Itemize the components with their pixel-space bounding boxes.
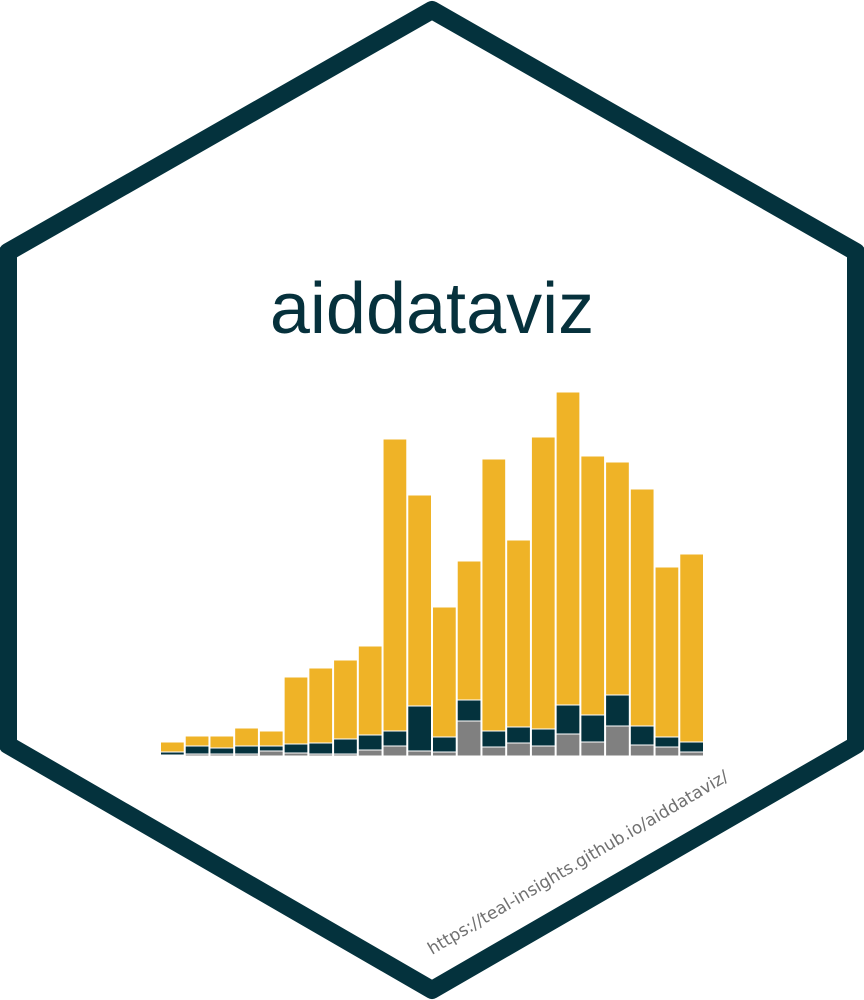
bar-segment <box>629 744 655 757</box>
bar-segment <box>580 741 606 757</box>
bar-segment <box>184 735 210 747</box>
title: aiddataviz <box>270 269 594 349</box>
bar-segment <box>456 699 482 722</box>
bar-segment <box>407 705 433 752</box>
bar-segment <box>382 730 408 747</box>
bar-segment <box>357 749 383 757</box>
bar-segment <box>357 645 383 736</box>
bar-segment <box>629 488 655 727</box>
bar-segment <box>357 734 383 751</box>
bar-segment <box>506 539 531 728</box>
bar-segment <box>234 745 259 755</box>
bar-segment <box>308 742 334 755</box>
bar-segment <box>308 667 334 744</box>
bar-segment <box>555 733 581 757</box>
bar-segment <box>234 727 259 747</box>
bar-segment <box>382 745 408 757</box>
bar-segment <box>481 458 507 732</box>
bar-segment <box>481 746 507 757</box>
bar-segment <box>654 566 680 738</box>
bar-segment <box>580 714 606 743</box>
bar-segment <box>580 455 606 716</box>
bar-segment <box>283 676 309 745</box>
bar-segment <box>407 750 433 757</box>
bar-segment <box>258 745 284 752</box>
bar-segment <box>654 746 680 757</box>
bar-segment <box>654 736 680 748</box>
bar-segment <box>605 694 630 727</box>
bar-segment <box>530 436 556 730</box>
bar-segment <box>679 553 704 743</box>
bar-segment <box>382 438 408 732</box>
bar-segment <box>555 391 581 706</box>
bar-segment <box>679 741 704 753</box>
bar-segment <box>432 751 457 757</box>
bar-segment <box>258 730 284 747</box>
bar-segment <box>407 494 433 707</box>
bar-segment <box>258 750 284 757</box>
bar-segment <box>160 741 185 753</box>
bar-segment <box>530 745 556 757</box>
bar-segment <box>184 745 210 755</box>
bar-segment <box>481 730 507 748</box>
bar-segment <box>530 728 556 747</box>
bar-segment <box>456 560 482 701</box>
bar-segment <box>506 742 531 757</box>
bar-segment <box>605 461 630 696</box>
bar-segment <box>605 725 630 757</box>
bar-segment <box>629 725 655 746</box>
bar-segment <box>506 726 531 744</box>
bar-segment <box>333 738 358 755</box>
bar-segment <box>283 743 309 754</box>
bar-segment <box>432 736 457 753</box>
bar-segment <box>432 606 457 738</box>
bar-segment <box>456 720 482 757</box>
bar-segment <box>555 704 581 735</box>
bar-segment <box>209 747 235 755</box>
bar-segment <box>209 735 235 749</box>
bar-segment <box>333 659 358 740</box>
bar-segment <box>679 751 704 757</box>
